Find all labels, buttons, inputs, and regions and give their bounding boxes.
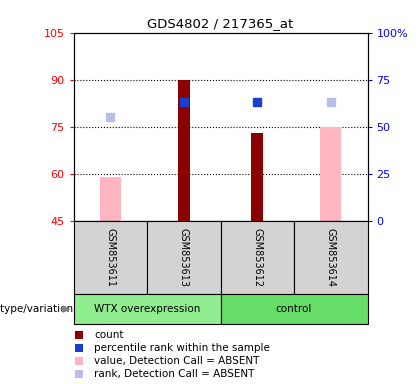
- Bar: [147, 221, 220, 294]
- Text: control: control: [276, 304, 312, 314]
- Text: value, Detection Call = ABSENT: value, Detection Call = ABSENT: [94, 356, 260, 366]
- Text: GSM853611: GSM853611: [105, 228, 115, 287]
- Bar: [178, 79, 190, 221]
- Text: genotype/variation: genotype/variation: [0, 304, 74, 314]
- Bar: [74, 294, 220, 324]
- Bar: [74, 221, 147, 294]
- Text: GSM853614: GSM853614: [326, 228, 336, 287]
- Bar: [220, 294, 368, 324]
- Bar: [220, 221, 294, 294]
- Text: rank, Detection Call = ABSENT: rank, Detection Call = ABSENT: [94, 369, 255, 379]
- Text: GSM853612: GSM853612: [252, 228, 262, 287]
- Bar: [252, 133, 263, 221]
- Text: WTX overexpression: WTX overexpression: [94, 304, 200, 314]
- Bar: [294, 221, 368, 294]
- Bar: [100, 177, 121, 221]
- Bar: [320, 127, 341, 221]
- Text: percentile rank within the sample: percentile rank within the sample: [94, 343, 270, 353]
- Text: GSM853613: GSM853613: [179, 228, 189, 287]
- Title: GDS4802 / 217365_at: GDS4802 / 217365_at: [147, 17, 294, 30]
- Text: count: count: [94, 330, 123, 340]
